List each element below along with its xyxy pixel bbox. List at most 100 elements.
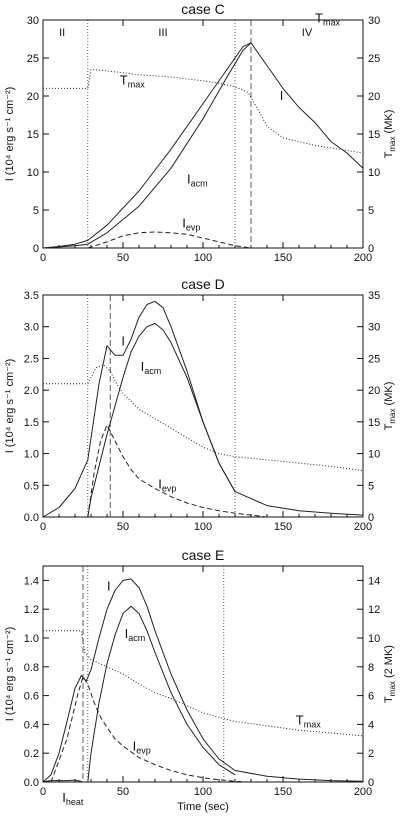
phase-label: IV (302, 27, 313, 39)
y-tick-label: 25 (27, 53, 39, 65)
series-t-max (43, 364, 364, 472)
x-tick-label: 200 (354, 786, 372, 798)
curve-label: Iacm (125, 626, 146, 643)
curve-label: I (280, 88, 284, 103)
chart-title: case D (181, 276, 225, 292)
y-tick-label: 0.5 (24, 480, 39, 492)
plot-frame (42, 565, 364, 783)
y-tick-label: 3.0 (24, 322, 39, 334)
series-i-evp (87, 424, 268, 518)
curve-label: I (107, 578, 111, 593)
curve-label: I (121, 334, 125, 349)
y-tick-label: 2.0 (24, 385, 39, 397)
y-right-tick-label: 14 (368, 575, 380, 587)
curve-label: Iheat (62, 790, 84, 807)
x-tick-label: 150 (274, 252, 292, 264)
y-right-tick-label: 15 (368, 129, 380, 141)
series-i (42, 42, 364, 249)
y-tick-label: 10 (27, 167, 39, 179)
x-tick-label: 0 (40, 521, 46, 533)
y-right-tick-label: 25 (368, 353, 380, 365)
y-right-tick-label: 0 (368, 243, 374, 255)
y-tick-label: 20 (27, 91, 39, 103)
curve-label: Ievp (182, 215, 200, 232)
x-tick-label: 0 (40, 252, 46, 264)
y-right-tick-label: 10 (368, 167, 380, 179)
x-tick-label: 100 (194, 521, 212, 533)
y-right-axis-label: Tmax (2 MK) (383, 645, 397, 703)
chart-panel: case D0 50 100 150 2000.00.51.01.52.02.53.03… (4, 10, 397, 533)
y-right-tick-label: 5 (368, 480, 374, 492)
x-tick-label: 100 (194, 252, 212, 264)
plot-frame (42, 294, 364, 518)
phase-label: III (158, 27, 167, 39)
y-axis-label: I (10⁴ erg s⁻¹ cm⁻²) (4, 627, 16, 722)
x-tick-label: 200 (354, 252, 372, 264)
y-tick-label: 15 (27, 129, 39, 141)
y-right-tick-label: 15 (368, 417, 380, 429)
y-tick-label: 0.6 (24, 691, 39, 703)
y-right-tick-label: 2 (368, 748, 374, 760)
series-i (42, 578, 364, 783)
series-i-heat (42, 779, 84, 783)
x-tick-label: 0 (40, 786, 46, 798)
y-tick-label: 1.5 (24, 417, 39, 429)
curve-label: Tmax (120, 73, 145, 90)
y-right-tick-label: 30 (368, 15, 380, 27)
series-i-acm (87, 323, 236, 518)
curve-label: Ievp (133, 738, 151, 755)
y-tick-label: 30 (27, 15, 39, 27)
curve-label: Ievp (158, 476, 176, 493)
y-tick-label: 0.0 (24, 777, 39, 789)
x-axis-label: Time (sec) (177, 801, 229, 813)
y-tick-label: 0.0 (24, 512, 39, 524)
curve-label: Iacm (141, 359, 162, 376)
y-tick-label: 5 (33, 205, 39, 217)
y-right-tick-label: 20 (368, 91, 380, 103)
y-right-tick-label: 4 (368, 719, 374, 731)
y-tick-label: 3.5 (24, 290, 39, 302)
y-tick-label: 1.0 (24, 633, 39, 645)
x-tick-label: 50 (117, 252, 129, 264)
x-tick-label: 150 (274, 521, 292, 533)
y-right-axis-label: Tmax (MK) (383, 110, 397, 159)
y-tick-label: 2.5 (24, 353, 39, 365)
chart-panel: case C0 50 100 150 2000510152025300510152025… (4, 1, 397, 264)
x-tick-label: 100 (194, 786, 212, 798)
series-i-evp (87, 231, 252, 249)
y-tick-label: 0.4 (24, 719, 39, 731)
x-tick-label: 150 (274, 786, 292, 798)
y-tick-label: 0 (33, 243, 39, 255)
y-right-tick-label: 8 (368, 662, 374, 674)
y-tick-label: 1.0 (24, 449, 39, 461)
y-right-tick-label: 10 (368, 449, 380, 461)
series-t-max (43, 630, 364, 737)
series-t-max (43, 68, 364, 154)
y-tick-label: 0.8 (24, 662, 39, 674)
curve-label: Tmax (296, 712, 321, 729)
chart-title: case E (182, 547, 225, 563)
y-tick-label: 0.2 (24, 748, 39, 760)
y-right-tick-label: 12 (368, 604, 380, 616)
x-tick-label: 200 (354, 521, 372, 533)
x-tick-label: 50 (117, 521, 129, 533)
y-right-tick-label: 30 (368, 322, 380, 334)
y-axis-label: I (10⁴ erg s⁻¹ cm⁻²) (4, 359, 16, 454)
series-i-acm (42, 42, 252, 249)
y-right-tick-label: 5 (368, 205, 374, 217)
y-right-tick-label: 20 (368, 385, 380, 397)
y-tick-label: 1.2 (24, 604, 39, 616)
chart-title: case C (181, 1, 225, 17)
curve-label: Iacm (187, 171, 208, 188)
y-right-tick-label: 35 (368, 290, 380, 302)
y-right-axis-label: Tmax (MK) (383, 382, 397, 431)
y-right-tick-label: 0 (368, 512, 374, 524)
x-tick-label: 50 (117, 786, 129, 798)
y-axis-label: I (10⁴ erg s⁻¹ cm⁻²) (4, 87, 16, 182)
series-i (42, 300, 364, 518)
y-right-tick-label: 6 (368, 691, 374, 703)
curve-label: Tmax (315, 10, 340, 27)
chart-panel: case E 0 50 100 150 200 0.0 0.2 0.4 0.6 0.8 1.0 1.2 1… (4, 547, 397, 813)
y-right-tick-label: 25 (368, 53, 380, 65)
